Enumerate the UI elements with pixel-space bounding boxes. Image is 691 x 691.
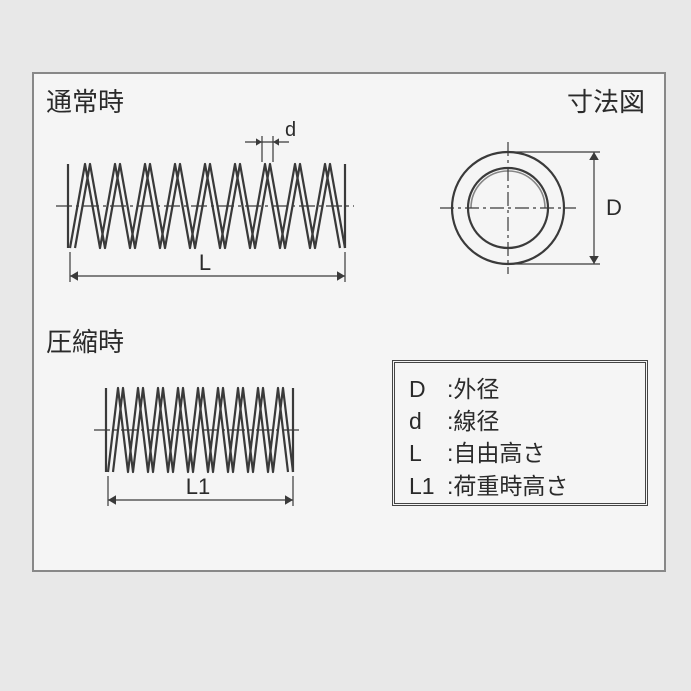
legend-box: D:外径 d:線径 L:自由高さ L1:荷重時高さ bbox=[392, 360, 648, 506]
legend-sym: D bbox=[409, 373, 447, 405]
legend-row: L1:荷重時高さ bbox=[409, 470, 631, 502]
spring-compressed-diagram: L1 bbox=[92, 354, 332, 544]
legend-desc: 線径 bbox=[453, 408, 499, 434]
label-title: 寸法図 bbox=[567, 82, 645, 119]
legend-sym: d bbox=[409, 405, 447, 437]
svg-text:D: D bbox=[606, 195, 622, 220]
legend-row: L:自由高さ bbox=[409, 437, 631, 469]
ring-top-view: D bbox=[418, 126, 638, 296]
svg-text:d: d bbox=[285, 119, 296, 141]
legend-sym: L bbox=[409, 437, 447, 469]
legend-desc: 自由高さ bbox=[453, 440, 545, 466]
legend-desc: 荷重時高さ bbox=[453, 473, 568, 499]
legend-sym: L1 bbox=[409, 470, 447, 502]
label-normal-state: 通常時 bbox=[46, 82, 124, 119]
legend-row: d:線径 bbox=[409, 405, 631, 437]
svg-text:L: L bbox=[199, 250, 211, 275]
legend-desc: 外径 bbox=[453, 376, 499, 402]
legend-row: D:外径 bbox=[409, 373, 631, 405]
spring-normal-diagram: Ld bbox=[50, 118, 370, 308]
svg-text:L1: L1 bbox=[186, 474, 210, 499]
